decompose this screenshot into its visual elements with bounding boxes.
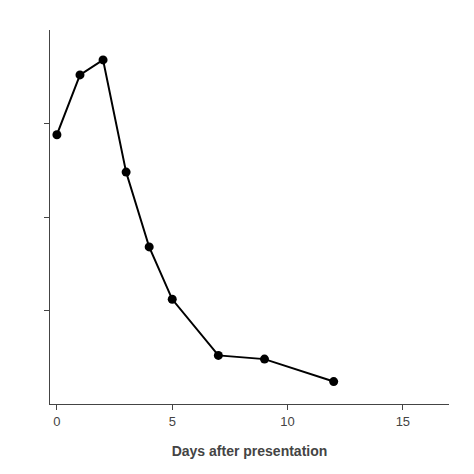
svg-text:Days after presentation: Days after presentation: [172, 443, 328, 459]
svg-text:10: 10: [280, 414, 294, 429]
svg-text:15: 15: [396, 414, 410, 429]
svg-text:0: 0: [53, 414, 60, 429]
svg-text:5: 5: [169, 414, 176, 429]
